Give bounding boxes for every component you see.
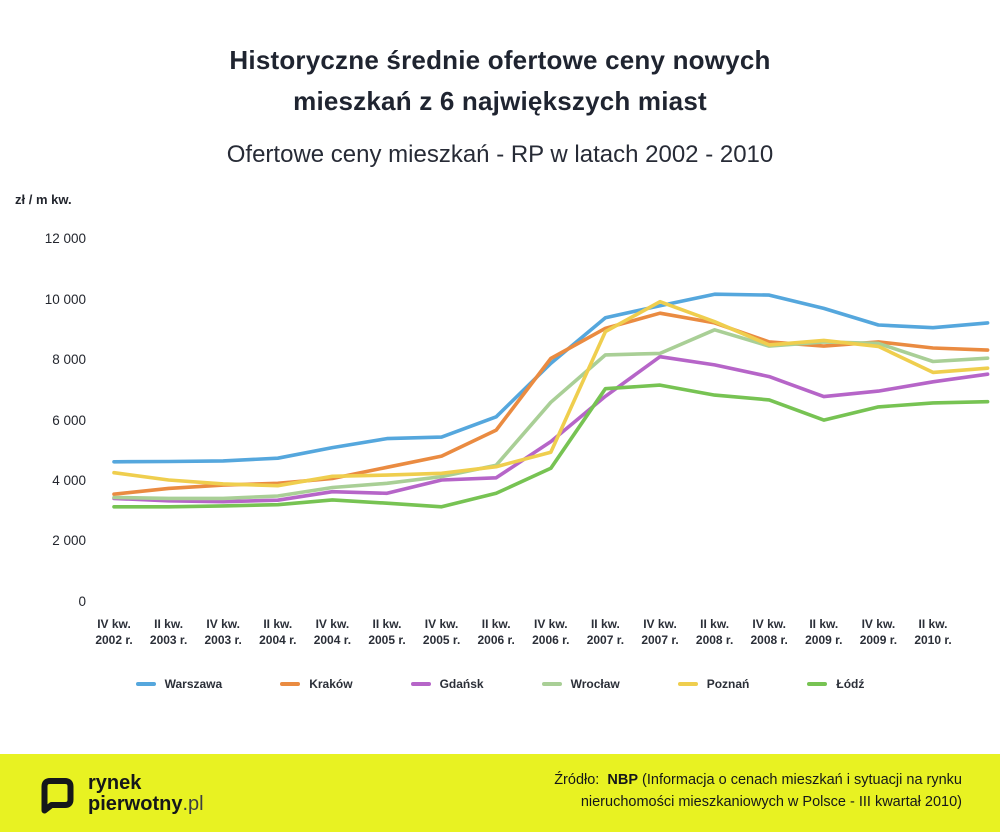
series-line-łódź — [112, 383, 990, 509]
series-line-wrocław — [112, 327, 990, 501]
x-tick-IVkw-2003r: IV kw. 2003 r. — [204, 617, 242, 647]
y-axis-unit-label: zł / m kw. — [15, 192, 72, 207]
brand-word-rynek: rynek — [88, 772, 142, 794]
x-tick-IVkw-2007r: IV kw. 2007 r. — [641, 617, 679, 647]
page-title-line2: mieszkań z 6 największych miast — [293, 86, 707, 116]
x-tick-IVkw-2008r: IV kw. 2008 r. — [750, 617, 788, 647]
series-line-warszawa — [112, 292, 990, 464]
legend-label-kraków: Kraków — [309, 677, 353, 691]
chart-subtitle: Ofertowe ceny mieszkań - RP w latach 200… — [226, 141, 774, 168]
chart-legend: Warszawa Kraków Gdańsk Wrocław Poznań Łódź — [0, 677, 1000, 691]
brand-word-pierwotny: pierwotny.pl — [88, 793, 204, 815]
legend-swatch-wrocław — [541, 682, 562, 686]
brand-logo-icon — [41, 778, 74, 814]
brand-logo-text: rynek pierwotny.pl — [88, 773, 204, 815]
legend-label-warszawa: Warszawa — [164, 677, 223, 691]
page-title: Historyczne średnie ofertowe ceny nowych… — [0, 40, 1000, 122]
brand-logo: rynek pierwotny.pl — [37, 773, 204, 815]
x-tick-IVkw-2006r: IV kw. 2006 r. — [532, 617, 570, 647]
x-tick-IIkw-2008r: II kw. 2008 r. — [695, 617, 734, 647]
legend-label-wrocław: Wrocław — [570, 677, 620, 691]
x-tick-IVkw-2002r: IV kw. 2002 r. — [95, 617, 133, 647]
legend-swatch-kraków — [280, 682, 301, 686]
legend-item-gdańsk: Gdańsk — [410, 677, 484, 691]
y-tick-4000: 4 000 — [52, 472, 86, 488]
legend-swatch-poznań — [677, 682, 698, 686]
y-tick-0: 0 — [78, 593, 86, 609]
legend-item-warszawa: Warszawa — [135, 677, 223, 691]
x-tick-IIkw-2007r: II kw. 2007 r. — [586, 617, 625, 647]
brand-suffix-pl: .pl — [182, 793, 204, 815]
legend-swatch-gdańsk — [410, 682, 431, 686]
source-line2: nieruchomości mieszkaniowych w Polsce - … — [580, 794, 962, 810]
legend-item-łódź: Łódź — [807, 677, 864, 691]
legend-item-kraków: Kraków — [280, 677, 353, 691]
y-tick-12000: 12 000 — [44, 231, 86, 247]
source-nbp: NBP — [607, 772, 639, 788]
x-tick-IIkw-2005r: II kw. 2005 r. — [368, 617, 406, 647]
legend-swatch-łódź — [807, 682, 828, 686]
x-tick-IIkw-2006r: II kw. 2006 r. — [477, 617, 515, 647]
y-tick-2000: 2 000 — [52, 533, 86, 549]
source-line1: Źródło: NBP (Informacja o cenach mieszka… — [554, 772, 962, 788]
y-tick-10000: 10 000 — [44, 291, 86, 307]
x-tick-IIkw-2003r: II kw. 2003 r. — [149, 617, 188, 647]
source-note: Źródło: NBP (Informacja o cenach mieszka… — [554, 769, 962, 813]
legend-item-wrocław: Wrocław — [541, 677, 620, 691]
series-line-poznań — [112, 299, 990, 488]
footer-bar: rynek pierwotny.pl Źródło: NBP (Informac… — [0, 754, 1000, 832]
y-tick-8000: 8 000 — [52, 352, 86, 367]
x-tick-IIkw-2009r: II kw. 2009 r. — [805, 617, 843, 647]
legend-label-poznań: Poznań — [706, 677, 750, 691]
legend-label-łódź: Łódź — [836, 677, 865, 691]
x-tick-IVkw-2009r: IV kw. 2009 r. — [859, 617, 898, 647]
x-tick-IVkw-2004r: IV kw. 2004 r. — [313, 617, 352, 647]
page-title-line1: Historyczne średnie ofertowe ceny nowych — [229, 45, 771, 75]
legend-swatch-warszawa — [135, 682, 156, 686]
legend-label-gdańsk: Gdańsk — [439, 677, 484, 691]
y-tick-6000: 6 000 — [52, 412, 86, 428]
x-tick-IVkw-2005r: IV kw. 2005 r. — [422, 617, 461, 647]
x-tick-IIkw-2004r: II kw. 2004 r. — [259, 617, 297, 647]
x-tick-IIkw-2010r: II kw. 2010 r. — [914, 617, 952, 647]
series-line-gdańsk — [112, 354, 990, 504]
legend-item-poznań: Poznań — [677, 677, 750, 691]
